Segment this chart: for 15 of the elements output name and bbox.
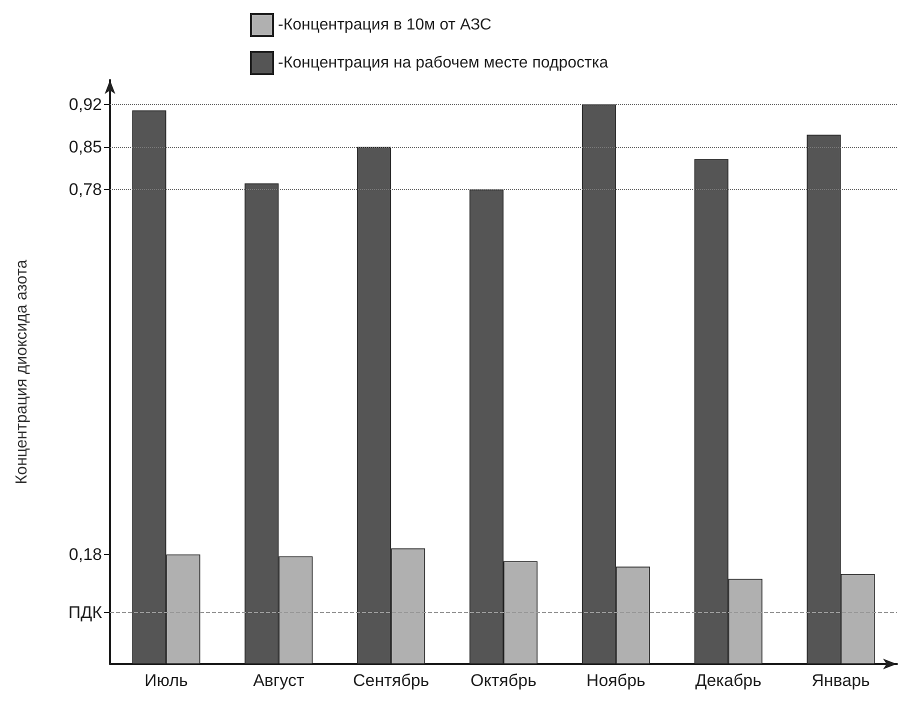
- x-tick-label: Август: [253, 671, 304, 690]
- x-tick-label: Сентябрь: [352, 671, 430, 690]
- text: 0,85: [68, 137, 102, 156]
- x-tick-label: Декабрь: [695, 671, 762, 690]
- text: 0,18: [68, 545, 102, 564]
- x-tick-label: Январь: [812, 671, 870, 690]
- text: 0,78: [68, 180, 102, 199]
- legend-label: -Концентрация в 10м от АЗС: [278, 16, 492, 34]
- legend-label: -Концентрация на рабочем месте подростка: [278, 54, 608, 72]
- x-tick-label: Ноябрь: [586, 671, 646, 690]
- text: 0,92: [68, 94, 102, 114]
- y-axis-title: Концентрация диоксида азота: [14, 260, 30, 484]
- x-tick-label: Октябрь: [470, 671, 537, 690]
- y-tick-label: ПДК: [68, 602, 102, 622]
- x-tick-label: Июль: [144, 671, 188, 690]
